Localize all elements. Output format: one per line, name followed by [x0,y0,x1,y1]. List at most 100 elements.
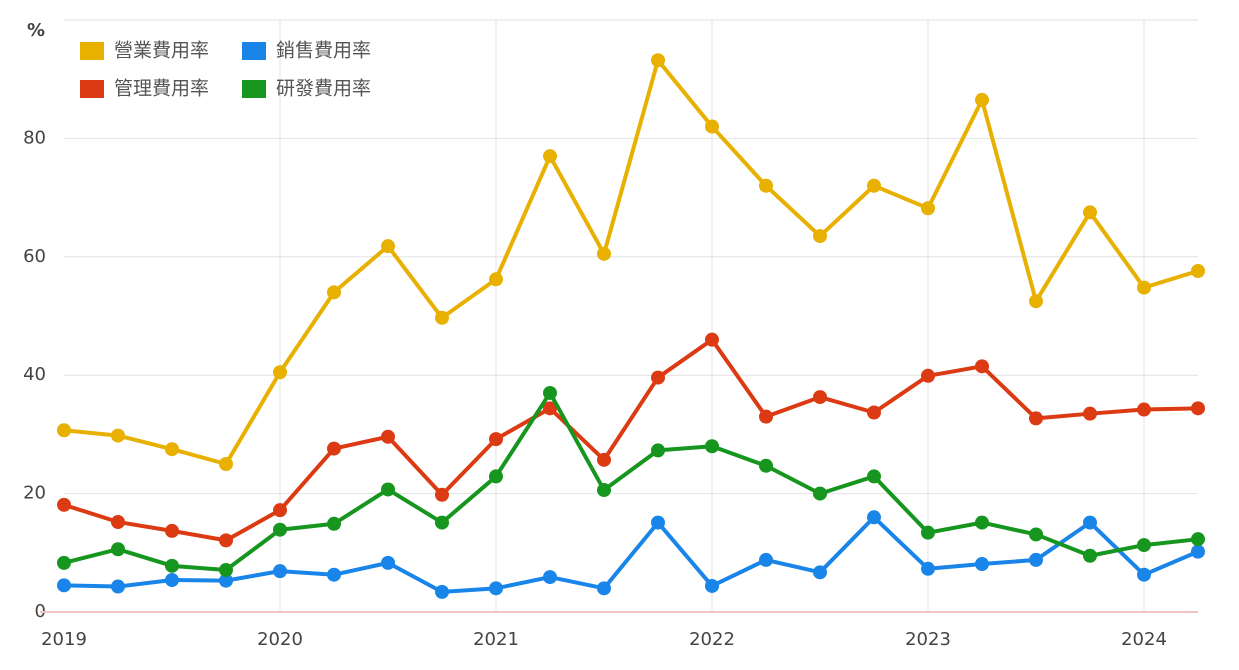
point [921,201,935,216]
legend-swatch [80,80,104,98]
point [1191,264,1205,279]
point [219,562,233,577]
series-line [63,58,1199,466]
x-tick-label: 2020 [257,629,303,650]
series-line [63,390,1199,572]
point [1029,527,1043,542]
legend-swatch [242,42,266,60]
point [273,564,287,579]
point [759,552,773,567]
point [489,432,503,447]
point [1083,515,1097,530]
point [219,533,233,548]
point [57,423,71,438]
point [1029,552,1043,567]
point [381,429,395,444]
x-tick-label: 2022 [689,629,735,650]
point [1083,406,1097,421]
point [543,149,557,164]
point [921,368,935,383]
point [651,370,665,385]
point [759,178,773,193]
point [975,359,989,374]
point [597,581,611,596]
point [651,443,665,458]
point [435,584,449,599]
point [57,578,71,593]
point [543,385,557,400]
point [813,486,827,501]
point [489,469,503,484]
point [273,365,287,380]
x-tick-label: 2023 [905,629,951,650]
point [435,310,449,325]
point [57,497,71,512]
point [219,457,233,471]
y-axis-label: % [27,20,45,41]
point [543,401,557,416]
point [489,581,503,596]
point [327,516,341,531]
point [381,239,395,254]
point [705,332,719,347]
y-tick-label: 80 [23,127,46,148]
point [1137,280,1151,295]
legend-swatch [242,80,266,98]
point [327,567,341,582]
series-line [63,337,1199,543]
legend-label: 管理費用率 [114,78,209,100]
point [813,390,827,405]
point [273,522,287,537]
point [705,119,719,134]
point [1029,294,1043,309]
point [759,458,773,473]
point [597,246,611,261]
point [867,469,881,484]
point [975,92,989,107]
point [705,578,719,593]
x-tick-label: 2021 [473,629,519,650]
point [975,515,989,530]
point [1191,544,1205,559]
point [381,555,395,570]
point [651,515,665,530]
point [651,53,665,68]
legend-label: 銷售費用率 [276,40,371,62]
point [57,555,71,570]
x-tick-label: 2024 [1121,629,1167,650]
point [921,561,935,576]
point [1083,548,1097,563]
point [1137,538,1151,553]
point [165,558,179,573]
point [435,515,449,530]
x-tick-label: 2019 [41,629,87,650]
point [867,405,881,420]
point [165,442,179,457]
point [813,229,827,244]
point [1029,411,1043,426]
y-tick-label: 20 [23,483,46,504]
point [1137,402,1151,417]
point [597,452,611,467]
point [759,409,773,424]
point [381,482,395,497]
point [273,503,287,518]
legend-label: 營業費用率 [114,40,209,62]
point [165,573,179,588]
series-line [63,515,1199,594]
point [327,441,341,456]
point [867,510,881,525]
point [1083,205,1097,220]
point [921,525,935,540]
point [975,557,989,572]
point [813,565,827,580]
point [543,570,557,585]
point [1137,567,1151,582]
y-tick-label: 40 [23,364,46,385]
legend-swatch [80,42,104,60]
point [1191,532,1205,547]
point [111,579,125,594]
point [111,428,125,443]
